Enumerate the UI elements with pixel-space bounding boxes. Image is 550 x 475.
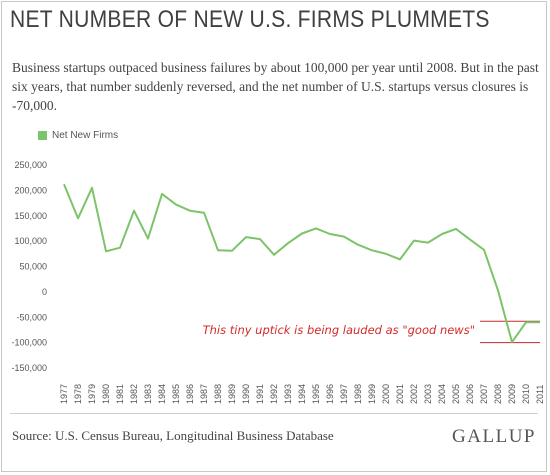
y-tick-label: -100,000 [11, 338, 47, 348]
x-tick-label: 2004 [437, 384, 447, 404]
x-tick-label: 2010 [521, 384, 531, 404]
legend-label: Net New Firms [52, 129, 119, 141]
x-tick-label: 1998 [353, 384, 363, 404]
x-tick-label: 1984 [157, 384, 167, 404]
x-tick-label: 2000 [381, 384, 391, 404]
x-tick-label: 1986 [185, 384, 195, 404]
x-tick-label: 1996 [325, 384, 335, 404]
x-tick-label: 2005 [451, 384, 461, 404]
series-line-net-new-firms [63, 183, 540, 344]
x-tick-label: 1995 [311, 384, 321, 404]
x-tick-label: 2009 [507, 384, 517, 404]
x-tick-label: 1994 [297, 384, 307, 404]
x-tick-label: 1985 [171, 384, 181, 404]
x-tick-label: 1991 [255, 384, 265, 404]
gallup-logo: GALLUP [452, 426, 536, 447]
x-tick-label: 1983 [143, 384, 153, 404]
footer-divider [10, 413, 538, 414]
y-tick-label: -50,000 [16, 312, 47, 322]
x-tick-label: 1979 [87, 384, 97, 404]
y-tick-label: 200,000 [14, 185, 47, 195]
x-tick-label: 1987 [199, 384, 209, 404]
x-tick-label: 1992 [269, 384, 279, 404]
x-tick-label: 2011 [535, 385, 545, 404]
x-tick-label: 2002 [409, 384, 419, 404]
x-tick-label: 2008 [493, 384, 503, 404]
chart-title: NET NUMBER OF NEW U.S. FIRMS PLUMMETS [10, 6, 490, 33]
x-tick-label: 1978 [73, 384, 83, 404]
x-tick-label: 2003 [423, 384, 433, 404]
x-tick-label: 1997 [339, 384, 349, 404]
chart-legend: Net New Firms [38, 128, 118, 142]
x-tick-label: 1982 [129, 384, 139, 404]
y-tick-label: 150,000 [14, 211, 47, 221]
x-tick-label: 1990 [241, 384, 251, 404]
legend-swatch [38, 130, 47, 140]
x-tick-label: 1993 [283, 384, 293, 404]
y-tick-label: 50,000 [19, 262, 47, 272]
chart-subtitle: Business startups outpaced business fail… [12, 60, 539, 113]
y-tick-label: 0 [42, 287, 47, 297]
x-tick-label: 2006 [465, 384, 475, 404]
y-axis-ticks: 250,000 200,000 150,000 100,000 50,000 0 -50,0… [11, 160, 47, 373]
annotation-text: This tiny uptick is being lauded as "goo… [203, 323, 475, 337]
x-tick-label: 2001 [395, 384, 405, 404]
x-tick-label: 1999 [367, 384, 377, 404]
y-tick-label: -150,000 [11, 363, 47, 373]
x-axis-ticks: 1977 1978 1979 1980 1981 1982 1983 1984 1985 1986… [59, 384, 545, 404]
y-tick-label: 250,000 [14, 160, 47, 170]
x-tick-label: 1981 [115, 384, 125, 404]
x-tick-label: 1988 [213, 384, 223, 404]
x-tick-label: 1980 [101, 384, 111, 404]
source-note: Source: U.S. Census Bureau, Longitudinal… [12, 428, 334, 443]
x-tick-label: 1977 [59, 384, 69, 404]
y-tick-label: 100,000 [14, 236, 47, 246]
x-tick-label: 2007 [479, 384, 489, 404]
x-tick-label: 1989 [227, 384, 237, 404]
